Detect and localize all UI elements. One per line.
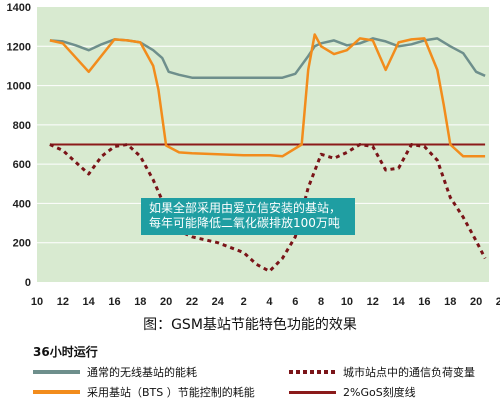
- legend-swatch-normal-energy: [33, 370, 80, 374]
- y-tick-label: 1000: [7, 81, 31, 93]
- x-tick-label: 12: [57, 296, 69, 308]
- x-tick-label: 14: [392, 296, 405, 308]
- callout-line-1: 如果全部采用由爱立信安装的基站，: [149, 201, 342, 215]
- legend-label-normal-energy: 通常的无线基站的能耗: [87, 366, 197, 379]
- x-tick-label: 20: [470, 296, 482, 308]
- legend-item-gos-line: 2%GoS刻度线: [289, 384, 416, 400]
- x-tick-label: 16: [418, 296, 430, 308]
- series-line-2: [49, 143, 487, 273]
- x-axis-ticks: 1012141618202224246810121416182022: [31, 296, 500, 308]
- y-tick-label: 0: [25, 277, 31, 289]
- y-tick-label: 400: [13, 198, 31, 210]
- x-tick-label: 20: [160, 296, 172, 308]
- series-layer: [49, 33, 487, 273]
- legend-item-normal-energy: 通常的无线基站的能耗: [33, 364, 197, 380]
- callout-line-2: 每年可能降低二氧化碳排放100万吨: [149, 216, 340, 230]
- annotation-callout: 如果全部采用由爱立信安装的基站， 每年可能降低二氧化碳排放100万吨: [141, 198, 355, 235]
- y-tick-label: 800: [13, 120, 31, 132]
- legend-label-gos-line: 2%GoS刻度线: [343, 386, 416, 399]
- x-tick-label: 14: [83, 296, 96, 308]
- legend-item-traffic-load: 城市站点中的通信负荷变量: [289, 364, 475, 380]
- legend-swatch-gos-line: [289, 390, 336, 394]
- y-tick-label: 1200: [7, 41, 31, 53]
- legend-swatch-traffic-load: [289, 370, 336, 374]
- x-tick-label: 16: [108, 296, 120, 308]
- legend-swatch-bts-saving: [33, 390, 80, 394]
- x-tick-label: 24: [212, 296, 225, 308]
- figure-caption: 图：GSM基站节能特色功能的效果: [143, 317, 357, 333]
- x-tick-label: 4: [266, 296, 273, 308]
- x-tick-label: 12: [367, 296, 379, 308]
- y-tick-label: 600: [13, 159, 31, 171]
- y-tick-label: 200: [13, 238, 31, 250]
- x-tick-label: 10: [31, 296, 43, 308]
- y-tick-label: 1400: [7, 2, 31, 14]
- x-tick-label: 22: [496, 296, 500, 308]
- x-tick-label: 18: [134, 296, 146, 308]
- x-tick-label: 18: [444, 296, 456, 308]
- x-tick-label: 22: [186, 296, 198, 308]
- series-line-1: [49, 33, 486, 158]
- x-tick-label: 6: [292, 296, 298, 308]
- x-tick-label: 10: [341, 296, 353, 308]
- x-tick-label: 8: [318, 296, 324, 308]
- y-axis-ticks: 0 200 400 600 800 1000 1200 1400: [7, 2, 31, 289]
- legend-subtitle: 36小时运行: [33, 345, 98, 359]
- legend-label-bts-saving: 采用基站（BTS ）节能控制的耗能: [87, 386, 255, 399]
- legend-label-traffic-load: 城市站点中的通信负荷变量: [343, 366, 475, 379]
- legend-item-bts-saving: 采用基站（BTS ）节能控制的耗能: [33, 384, 255, 400]
- x-tick-label: 2: [241, 296, 247, 308]
